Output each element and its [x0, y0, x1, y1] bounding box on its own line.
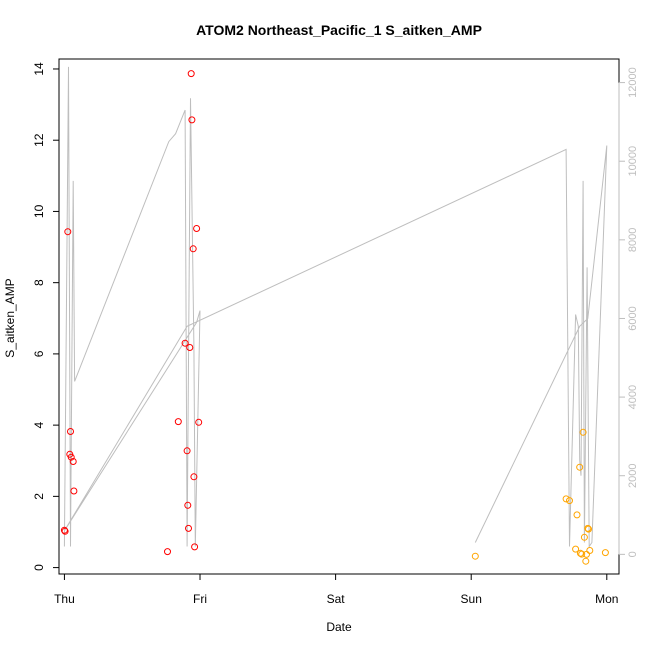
y-tick-label: 6	[32, 350, 46, 357]
data-point	[573, 511, 581, 519]
data-point	[585, 525, 592, 533]
x-tick-label: Mon	[595, 592, 618, 606]
data-points-layer	[60, 70, 609, 565]
data-point	[187, 70, 195, 78]
x-tick-label: Sun	[461, 592, 482, 606]
x-tick-label: Sat	[327, 592, 346, 606]
y-tick-label: 8	[32, 279, 46, 286]
data-point	[64, 228, 72, 236]
y2-tick-label: 6000	[627, 306, 639, 330]
data-point	[579, 428, 587, 436]
series-line-2	[63, 66, 608, 549]
data-point	[67, 453, 75, 461]
data-point	[566, 497, 573, 505]
data-point	[601, 549, 609, 557]
data-point	[562, 495, 570, 503]
left-y-axis: 0 2 4 6 8 10 12 14	[32, 62, 60, 571]
y2-tick-label: 4000	[627, 385, 639, 409]
right-axis-series-line-layer	[63, 66, 608, 549]
data-point	[60, 526, 68, 534]
y2-tick-label: 10000	[627, 146, 639, 177]
y-tick-label: 0	[32, 564, 46, 571]
data-point	[70, 487, 78, 495]
data-point	[184, 501, 192, 509]
x-axis: Thu Fri Sat Sun Mon	[54, 573, 618, 606]
data-point	[576, 463, 584, 471]
data-point	[69, 458, 77, 465]
x-tick-label: Fri	[193, 592, 207, 606]
y-tick-label: 10	[32, 204, 46, 218]
data-point	[189, 245, 197, 253]
data-point	[191, 543, 199, 551]
y2-tick-label: 12000	[627, 67, 639, 98]
data-point	[572, 545, 580, 553]
data-point	[578, 550, 586, 558]
y2-tick-label: 8000	[627, 228, 639, 252]
data-point	[471, 552, 479, 560]
chart-title: ATOM2 Northeast_Pacific_1 S_aitken_AMP	[196, 22, 482, 38]
data-point	[195, 418, 203, 426]
data-point	[164, 548, 171, 556]
data-point	[190, 473, 198, 481]
data-point	[174, 418, 182, 426]
data-point	[185, 524, 192, 532]
data-point	[61, 527, 69, 535]
data-point	[584, 524, 592, 532]
y2-tick-label: 2000	[627, 463, 639, 487]
data-point	[181, 339, 189, 347]
y2-tick-label: 0	[627, 551, 639, 557]
y-tick-label: 4	[32, 421, 46, 428]
y-tick-label: 12	[32, 133, 46, 147]
data-point	[186, 344, 194, 351]
data-point	[183, 447, 191, 455]
data-point	[580, 533, 588, 541]
x-axis-label: Date	[326, 620, 352, 634]
x-tick-label: Thu	[54, 592, 75, 606]
data-point	[188, 116, 196, 124]
y-tick-label: 2	[32, 493, 46, 500]
data-point	[193, 225, 201, 232]
data-point	[582, 557, 590, 565]
right-y-axis: 0 2000 4000 6000 8000 10000 12000	[618, 67, 639, 557]
data-point	[586, 547, 594, 554]
y-axis-label: S_aitken_AMP	[3, 278, 17, 357]
y-tick-label: 14	[32, 62, 46, 76]
data-point	[67, 428, 74, 435]
